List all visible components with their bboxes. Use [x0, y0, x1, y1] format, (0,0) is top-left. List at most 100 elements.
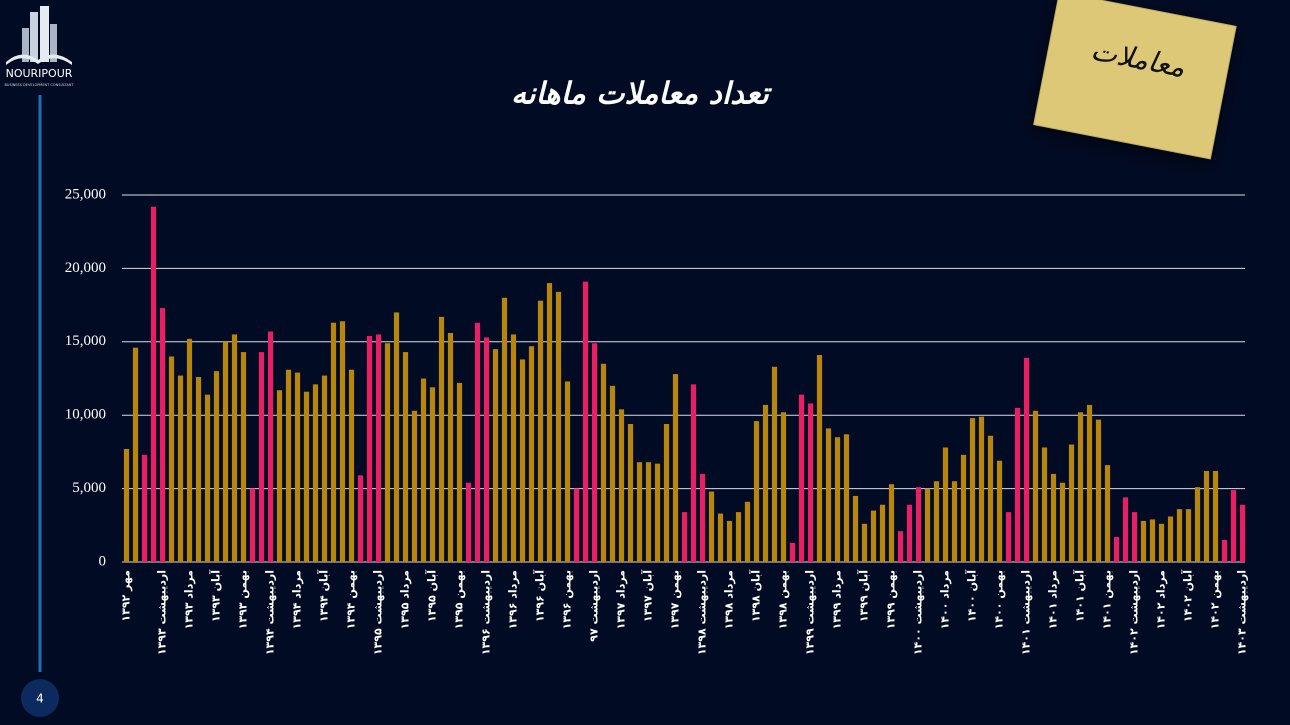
x-tick-label: آبان ۱۳۹۴	[317, 570, 331, 622]
x-tick-label: اردیبهشت ۱۳۹۵	[372, 570, 385, 655]
bar	[249, 488, 256, 562]
x-tick-label: بهمن ۱۴۰۲	[1209, 570, 1222, 629]
x-tick-label: مرداد ۱۳۹۶	[507, 570, 520, 629]
bar	[906, 504, 913, 562]
bar	[1212, 470, 1219, 562]
x-tick-label: بهمن ۱۴۰۱	[1101, 570, 1114, 629]
bar	[1014, 407, 1021, 562]
x-tick-label: اردیبهشت ۱۴۰۰	[912, 570, 925, 655]
bar	[780, 412, 787, 562]
x-tick-label: اردیبهشت ۱۴۰۱	[1020, 570, 1033, 655]
logo-tower	[50, 24, 57, 62]
bar	[510, 334, 517, 562]
x-tick-label: اردیبهشت ۱۳۹۹	[804, 570, 817, 655]
bar	[825, 428, 832, 562]
bar	[1023, 357, 1030, 562]
bar	[447, 332, 454, 562]
bar	[456, 382, 463, 562]
bar	[699, 473, 706, 562]
logo-name: NOURIPOUR	[6, 67, 73, 80]
bar	[546, 283, 553, 562]
bar	[222, 341, 229, 562]
bar	[267, 331, 274, 562]
bar	[1239, 504, 1246, 562]
bar	[186, 338, 193, 562]
x-tick-label: مرداد ۱۳۹۵	[399, 570, 412, 629]
bar	[1185, 509, 1192, 562]
plot: 0 5,000 10,000 15,000 20,000 25,000 مهر ۱۳۹۲ ار…	[65, 186, 1249, 655]
x-tick-label: آبان ۱۳۹۳	[209, 570, 223, 622]
y-tick-label: 5,000	[72, 480, 106, 496]
bar	[213, 371, 220, 562]
bar	[1005, 512, 1012, 562]
bar	[1032, 410, 1039, 562]
x-tick-label: مرداد ۱۳۹۹	[831, 570, 844, 629]
bar	[1050, 473, 1057, 562]
x-tick-label: اردیبهشت ۹۷	[588, 570, 601, 642]
bar	[1068, 444, 1075, 562]
sticky-note: معاملات	[1033, 0, 1237, 160]
bar	[348, 369, 355, 562]
bar	[123, 448, 130, 562]
bar	[924, 488, 931, 562]
bar	[555, 291, 562, 562]
page-number: 4	[36, 692, 44, 706]
logo-book	[6, 54, 72, 65]
bar	[1176, 509, 1183, 562]
bar	[843, 434, 850, 562]
logo-tower	[40, 6, 49, 62]
y-tick-label: 20,000	[65, 260, 106, 276]
bar	[1203, 470, 1210, 562]
bar	[591, 343, 598, 562]
x-tick-label: اردیبهشت ۱۳۹۸	[696, 570, 709, 655]
bar	[600, 363, 607, 562]
bar	[1113, 537, 1120, 562]
bar	[411, 410, 418, 562]
bar	[870, 510, 877, 562]
bar	[492, 349, 499, 562]
bar	[681, 512, 688, 562]
bar	[879, 504, 886, 562]
x-tick-label: آبان ۱۳۹۶	[533, 570, 547, 622]
bar	[330, 322, 337, 562]
bar	[807, 403, 814, 562]
y-tick-label: 15,000	[65, 333, 106, 349]
note-paper	[1033, 0, 1237, 160]
bar	[672, 374, 679, 562]
x-tick-label: مرداد ۱۴۰۲	[1155, 570, 1168, 629]
y-tick-label: 0	[99, 553, 107, 569]
bar	[1167, 516, 1174, 562]
bar	[897, 531, 904, 562]
bar	[573, 488, 580, 562]
bar	[141, 454, 148, 562]
bar	[294, 372, 301, 562]
bar	[933, 481, 940, 562]
bar	[735, 512, 742, 562]
bar	[240, 352, 247, 562]
bar	[618, 409, 625, 562]
bar	[654, 463, 661, 562]
x-tick-label: اردیبهشت ۱۳۹۶	[480, 570, 493, 655]
bar	[1194, 487, 1201, 562]
bar	[1140, 520, 1147, 562]
x-tick-label: بهمن ۱۳۹۵	[453, 570, 466, 629]
logo-tower	[30, 12, 38, 62]
bar	[402, 352, 409, 562]
bar	[888, 484, 895, 562]
x-tick-label: بهمن ۱۳۹۸	[777, 570, 790, 629]
x-tick-label: آبان ۱۳۹۷	[641, 570, 655, 622]
bar	[519, 359, 526, 562]
logo-tagline: BUSINESS DEVELOPMENT CONSULTANT	[5, 83, 75, 87]
bar	[744, 501, 751, 562]
x-tick-label: بهمن ۱۴۰۰	[993, 570, 1006, 629]
bar	[312, 384, 319, 562]
bar	[528, 346, 535, 562]
x-tick-label: مرداد ۱۳۹۷	[615, 570, 628, 629]
bar	[465, 482, 472, 562]
bar	[285, 369, 292, 562]
bar	[987, 435, 994, 562]
bar	[1221, 539, 1228, 562]
bar	[978, 416, 985, 562]
bar	[1086, 404, 1093, 562]
